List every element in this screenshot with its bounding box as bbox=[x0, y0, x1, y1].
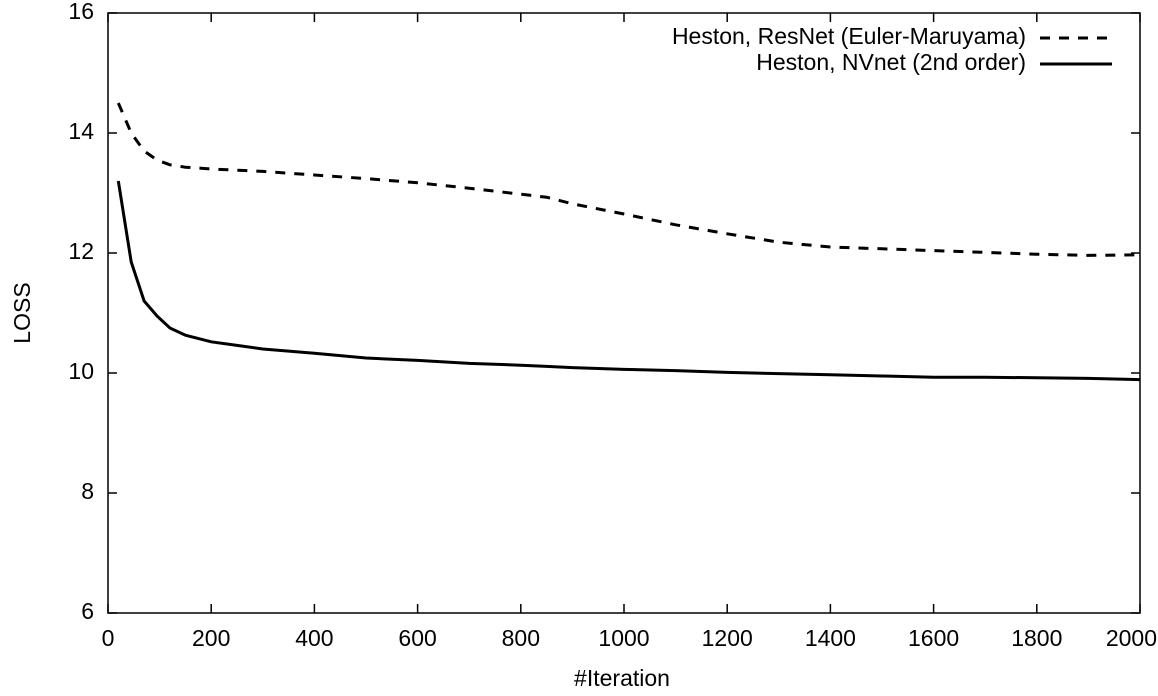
y-tick-label: 16 bbox=[68, 0, 94, 24]
y-tick-label: 12 bbox=[68, 238, 94, 264]
x-tick-label: 400 bbox=[295, 625, 333, 651]
y-tick-label: 10 bbox=[68, 358, 94, 384]
x-tick-label: 800 bbox=[502, 625, 540, 651]
x-tick-label: 1000 bbox=[598, 625, 649, 651]
x-tick-label: 1800 bbox=[1011, 625, 1062, 651]
x-tick-label: 1600 bbox=[908, 625, 959, 651]
plot-frame bbox=[107, 12, 1141, 614]
y-axis-label: LOSS bbox=[9, 282, 35, 343]
series-line bbox=[116, 180, 1141, 382]
y-tick-label: 6 bbox=[81, 598, 94, 624]
x-tick-label: 0 bbox=[102, 625, 115, 651]
x-tick-label: 200 bbox=[192, 625, 230, 651]
legend-label: Heston, NVnet (2nd order) bbox=[756, 49, 1026, 75]
x-tick-label: 1400 bbox=[805, 625, 856, 651]
x-tick-label: 600 bbox=[398, 625, 436, 651]
y-tick-label: 8 bbox=[81, 478, 94, 504]
x-axis-label: #Iteration bbox=[574, 665, 670, 691]
series-line bbox=[116, 102, 1141, 257]
x-tick-label: 1200 bbox=[702, 625, 753, 651]
y-tick-label: 14 bbox=[68, 118, 94, 144]
legend-label: Heston, ResNet (Euler-Maruyama) bbox=[672, 23, 1026, 49]
x-tick-label: 2000 bbox=[1106, 625, 1157, 651]
